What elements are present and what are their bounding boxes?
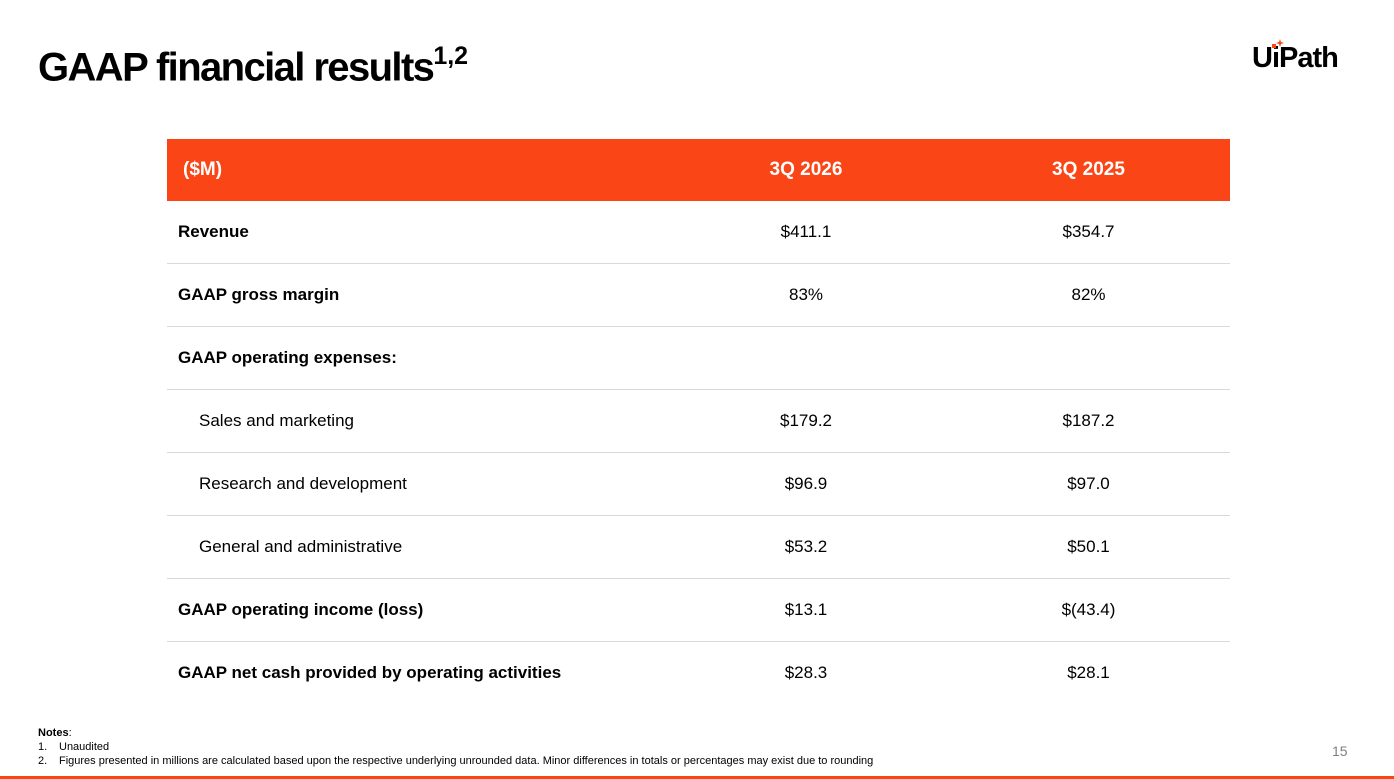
value-3q-2026: $53.2: [665, 515, 947, 579]
logo-text-path: Path: [1279, 42, 1339, 74]
page-number: 15: [1332, 743, 1348, 759]
table-row-gross-margin: GAAP gross margin 83% 82%: [167, 263, 1230, 327]
value-3q-2025: $97.0: [947, 452, 1230, 516]
footnote-text: Unaudited: [59, 741, 110, 753]
table-row-operating-income: GAAP operating income (loss) $13.1 $(43.…: [167, 578, 1230, 642]
value-3q-2025: $50.1: [947, 515, 1230, 579]
row-label: GAAP net cash provided by operating acti…: [178, 663, 562, 682]
row-label: Research and development: [167, 452, 665, 516]
bottom-accent-divider: [0, 776, 1394, 779]
table-row-net-cash: GAAP net cash provided by operating acti…: [167, 642, 1230, 705]
value-3q-2026: 83%: [665, 263, 947, 327]
row-label: General and administrative: [167, 515, 665, 579]
row-label: Revenue: [167, 201, 665, 264]
row-label: GAAP gross margin: [167, 263, 665, 327]
logo-letter-i: i: [1271, 39, 1284, 75]
footnote-number: 2.: [38, 755, 48, 767]
footnote-number: 1.: [38, 741, 48, 753]
gaap-results-table: ($M) 3Q 2026 3Q 2025 Revenue $411.1 $354…: [167, 139, 1230, 704]
slide-title-text: GAAP financial results: [38, 45, 435, 90]
value-3q-2025: [947, 326, 1230, 390]
value-3q-2026: [665, 326, 947, 390]
value-3q-2025: $(43.4): [947, 578, 1230, 642]
header-3q-2025: 3Q 2025: [947, 139, 1230, 201]
value-3q-2026: $13.1: [665, 578, 947, 642]
value-3q-2025: 82%: [947, 263, 1230, 327]
logo-letter-u: U: [1252, 42, 1273, 74]
footnotes: Notes: 1. Unaudited 2. Figures presented i…: [38, 726, 873, 768]
logo-letter-i-text: i: [1271, 42, 1280, 74]
value-3q-2025: $28.1: [1067, 663, 1110, 682]
table-row-sales-marketing: Sales and marketing $179.2 $187.2: [167, 389, 1230, 453]
value-3q-2026: $28.3: [784, 663, 828, 682]
header-units: ($M): [167, 139, 665, 201]
value-3q-2026: $411.1: [665, 201, 947, 264]
value-3q-2026: $179.2: [665, 389, 947, 453]
table-row-research-development: Research and development $96.9 $97.0: [167, 452, 1230, 516]
footnote-text: Figures presented in millions are calcul…: [59, 755, 874, 767]
footnote-item: 2. Figures presented in millions are calc…: [38, 754, 873, 768]
table-header-row: ($M) 3Q 2026 3Q 2025: [167, 139, 1230, 201]
table-row-operating-expenses: GAAP operating expenses:: [167, 326, 1230, 390]
value-3q-2025: $354.7: [947, 201, 1230, 264]
logo-sparkle-icon: [1271, 39, 1284, 48]
row-label: Sales and marketing: [167, 389, 665, 453]
header-3q-2026: 3Q 2026: [665, 139, 947, 201]
notes-heading-line: Notes:: [38, 727, 72, 739]
value-3q-2026: $96.9: [665, 452, 947, 516]
row-label: GAAP operating income (loss): [167, 578, 665, 642]
table-row-general-administrative: General and administrative $53.2 $50.1: [167, 515, 1230, 579]
title-footnote-ref: 1,2: [433, 42, 469, 70]
table-row-revenue: Revenue $411.1 $354.7: [167, 201, 1230, 264]
notes-heading: Notes: [38, 727, 69, 739]
slide-title: GAAP financial results1,2: [38, 30, 468, 95]
value-3q-2025: $187.2: [947, 389, 1230, 453]
row-label: GAAP operating expenses:: [167, 326, 665, 390]
footnote-item: 1. Unaudited: [38, 740, 873, 754]
